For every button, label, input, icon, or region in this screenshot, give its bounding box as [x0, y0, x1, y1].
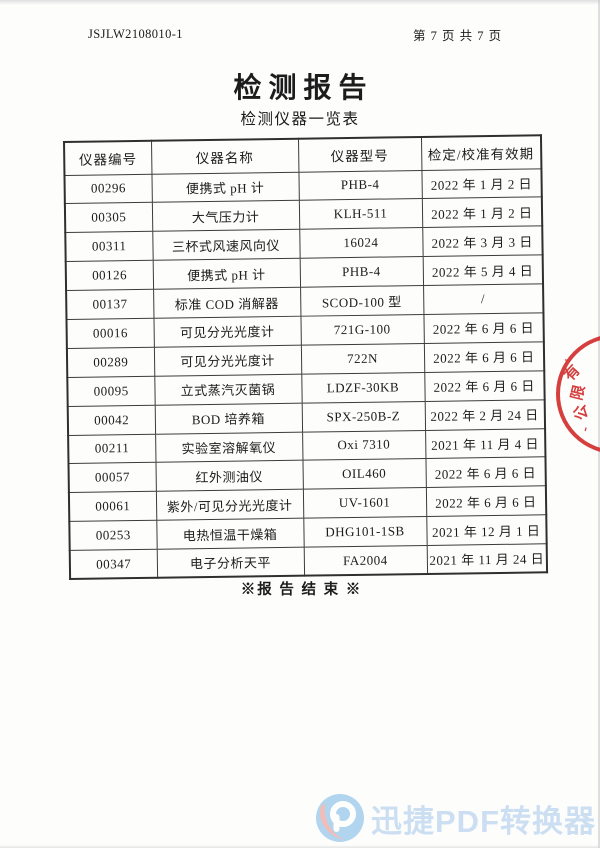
instrument-model: SCOD-100 型 [300, 285, 424, 317]
instrument-id: 00211 [68, 433, 156, 464]
report-title: 检测报告 [233, 73, 374, 104]
instrument-model: DHG101-1SB [303, 516, 427, 548]
seal-character: 公 [571, 402, 592, 422]
instrument-model: PHB-4 [298, 169, 422, 201]
instrument-id: 00016 [66, 318, 154, 349]
instrument-id: 00296 [64, 173, 152, 204]
table-caption: 检测仪器一览表 [240, 111, 360, 128]
instrument-table: 仪器编号 仪器名称 仪器型号 检定/校准有效期 00296 便携式 pH 计 PHB… [63, 134, 549, 581]
col-header-calibration-validity: 检定/校准有效期 [420, 135, 542, 170]
calibration-validity: 2022 年 2 月 24 日 [424, 399, 546, 430]
instrument-name: 红外测油仪 [155, 460, 303, 492]
instrument-name: 可见分光光度计 [153, 316, 301, 348]
instrument-model: Oxi 7310 [302, 429, 426, 461]
instrument-id: 00253 [69, 520, 157, 551]
instrument-table-body: 00296 便携式 pH 计 PHB-4 2022 年 1 月 2 日 00305 大气压… [64, 168, 548, 580]
instrument-name: 三杯式风速风向仪 [152, 229, 300, 261]
pdf-converter-watermark: 迅捷PDF转换器 [316, 794, 596, 842]
instrument-model: UV-1601 [302, 487, 427, 519]
report-end-note: ※报 告 结 束 ※ [240, 582, 363, 598]
instrument-id: 00137 [66, 289, 154, 320]
calibration-validity: 2022 年 6 月 6 日 [425, 457, 546, 488]
col-header-instrument-model: 仪器型号 [297, 137, 422, 172]
calibration-validity: 2022 年 6 月 6 日 [423, 341, 545, 373]
instrument-name: 电热恒温干燥箱 [156, 518, 304, 550]
instrument-name: 电子分析天平 [156, 547, 305, 579]
calibration-validity: 2022 年 6 月 6 日 [425, 486, 547, 517]
table-row: 00347 电子分析天平 FA2004 2021 年 11 月 24 日 [69, 543, 548, 580]
instrument-name: BOD 培养箱 [154, 402, 303, 434]
instrument-name: 大气压力计 [151, 200, 300, 232]
instrument-id: 00042 [67, 404, 156, 435]
page-indicator: 第 7 页 共 7 页 [413, 29, 503, 43]
instrument-name: 紫外/可见分光光度计 [155, 489, 304, 521]
instrument-id: 00126 [65, 260, 154, 291]
calibration-validity: 2022 年 6 月 6 日 [423, 312, 544, 344]
instrument-model: 16024 [299, 227, 423, 259]
watermark-label: 迅捷PDF转换器 [371, 803, 596, 839]
instrument-name: 标准 COD 消解器 [153, 287, 301, 319]
instrument-model: LDZF-30KB [301, 372, 425, 403]
col-header-instrument-id: 仪器编号 [64, 140, 152, 175]
instrument-model: SPX-250B-Z [301, 401, 426, 432]
document-code: JSJLW2108010-1 [88, 27, 183, 41]
instrument-id: 00095 [67, 375, 155, 407]
calibration-validity: / [423, 283, 544, 315]
pdf-converter-logo-icon [316, 794, 364, 842]
instrument-name: 立式蒸汽灭菌锅 [154, 373, 302, 405]
instrument-id: 00289 [66, 347, 155, 378]
instrument-model: PHB-4 [299, 256, 424, 288]
instrument-model: 721G-100 [300, 314, 424, 346]
calibration-validity: 2022 年 5 月 4 日 [422, 254, 544, 286]
instrument-model: FA2004 [303, 545, 428, 577]
instrument-model: OIL460 [302, 458, 426, 490]
instrument-name: 可见分光光度计 [153, 345, 302, 376]
col-header-instrument-name: 仪器名称 [151, 138, 299, 174]
calibration-validity: 2022 年 1 月 2 日 [421, 168, 542, 199]
instrument-name: 便携式 pH 计 [151, 171, 299, 203]
instrument-model: KLH-511 [298, 198, 423, 230]
calibration-validity: 2022 年 1 月 2 日 [421, 197, 543, 228]
calibration-validity: 2021 年 11 月 24 日 [426, 543, 548, 575]
red-seal-stamp: 、 有 限 公 、 [556, 334, 600, 454]
calibration-validity: 2022 年 6 月 6 日 [424, 370, 545, 402]
scan-edge-top [0, 0, 600, 5]
instrument-id: 00057 [68, 462, 156, 493]
instrument-id: 00061 [68, 491, 157, 522]
seal-mark: 、 [575, 420, 590, 435]
seal-character: 限 [568, 383, 589, 403]
seal-character: 有 [560, 361, 584, 385]
instrument-id: 00347 [69, 549, 158, 580]
instrument-id: 00311 [65, 231, 153, 262]
scan-edge-bottom [0, 845, 600, 848]
instrument-name: 实验室溶解氧仪 [155, 431, 303, 463]
calibration-validity: 2021 年 12 月 1 日 [426, 514, 547, 546]
calibration-validity: 2021 年 11 月 4 日 [425, 428, 546, 459]
instrument-name: 便携式 pH 计 [152, 258, 301, 290]
instrument-model: 722N [300, 343, 425, 374]
calibration-validity: 2022 年 3 月 3 日 [422, 226, 543, 257]
instrument-id: 00305 [64, 202, 153, 233]
